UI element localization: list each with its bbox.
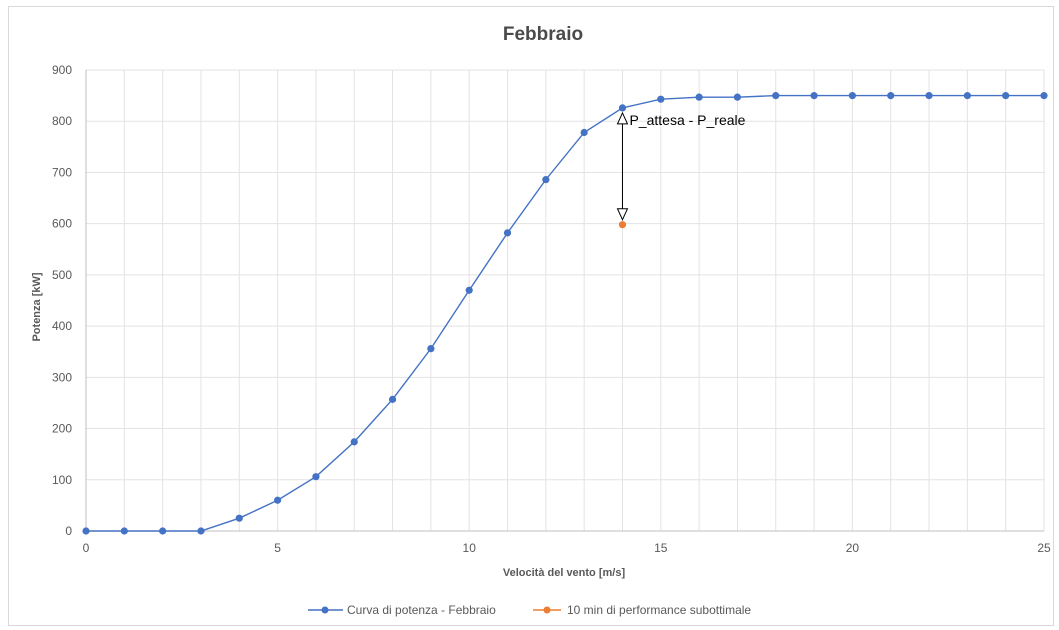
series-1 (618, 221, 627, 229)
x-tick-label: 15 (654, 541, 668, 555)
data-point (580, 128, 588, 137)
annotation-arrowhead-top (616, 111, 629, 125)
data-point (618, 104, 627, 112)
annotation-layer: P_attesa - P_reale (616, 111, 746, 221)
data-point (733, 93, 742, 101)
legend-item-curve[interactable]: Curva di potenza - Febbraio (308, 603, 496, 617)
annotation-arrowhead-bottom (616, 208, 629, 221)
y-tick-label: 600 (52, 217, 72, 231)
x-tick-label: 25 (1037, 541, 1051, 555)
data-point (1002, 92, 1010, 100)
y-tick-label: 700 (52, 165, 72, 179)
data-point (388, 395, 397, 403)
y-axis-title: Potenza [kW] (31, 272, 43, 341)
axes: 0 100 200 300 400 500 600 700 800 900 0 5 10 15 20 25 (52, 63, 1051, 555)
legend-marker-curve (321, 606, 329, 614)
x-tick-label: 20 (846, 541, 860, 555)
annotation-label: P_attesa - P_reale (629, 112, 745, 128)
data-point (657, 95, 665, 103)
power-curve-chart: 0 100 200 300 400 500 600 700 800 900 0 5 10 15 20 25 F… (31, 24, 1051, 617)
y-tick-label: 300 (52, 370, 72, 384)
legend-item-subopt[interactable]: 10 min di performance subottimale (533, 603, 751, 617)
series-layer (82, 92, 1048, 535)
legend: Curva di potenza - Febbraio 10 min di pe… (308, 603, 751, 617)
data-point (120, 527, 128, 535)
data-point (887, 92, 895, 100)
y-tick-label: 500 (52, 268, 72, 282)
data-point (503, 229, 512, 237)
data-point (159, 527, 167, 535)
legend-label-curve: Curva di potenza - Febbraio (347, 603, 496, 617)
y-tick-label: 400 (52, 319, 72, 333)
data-point (197, 527, 205, 535)
data-point (925, 92, 933, 100)
data-point (963, 92, 971, 100)
data-point (427, 345, 435, 353)
data-point (82, 527, 90, 535)
chart-title: Febbraio (503, 24, 583, 45)
y-tick-label: 0 (65, 524, 72, 538)
data-point (350, 438, 358, 446)
legend-marker-subopt (543, 606, 551, 614)
data-point (1040, 92, 1048, 100)
x-tick-label: 5 (274, 541, 281, 555)
data-point (274, 496, 282, 504)
series-0 (82, 92, 1048, 535)
chart-frame: 0 100 200 300 400 500 600 700 800 900 0 5 10 15 20 25 F… (8, 6, 1054, 626)
y-tick-label: 900 (52, 63, 72, 77)
x-tick-label: 10 (463, 541, 477, 555)
series-line (86, 94, 1044, 532)
y-tick-label: 800 (52, 114, 72, 128)
data-point (810, 92, 818, 100)
data-point (542, 176, 550, 184)
data-point (848, 92, 857, 100)
y-tick-label: 200 (52, 422, 72, 436)
data-point (465, 286, 473, 294)
data-point (312, 473, 320, 481)
x-axis-title: Velocità del vento [m/s] (503, 567, 626, 579)
x-tick-label: 0 (83, 541, 90, 555)
data-point (695, 93, 703, 101)
data-point (618, 221, 627, 229)
grid (85, 69, 1045, 532)
legend-label-subopt: 10 min di performance subottimale (567, 603, 751, 617)
data-point (235, 514, 243, 522)
y-tick-label: 100 (52, 473, 72, 487)
data-point (772, 92, 780, 100)
